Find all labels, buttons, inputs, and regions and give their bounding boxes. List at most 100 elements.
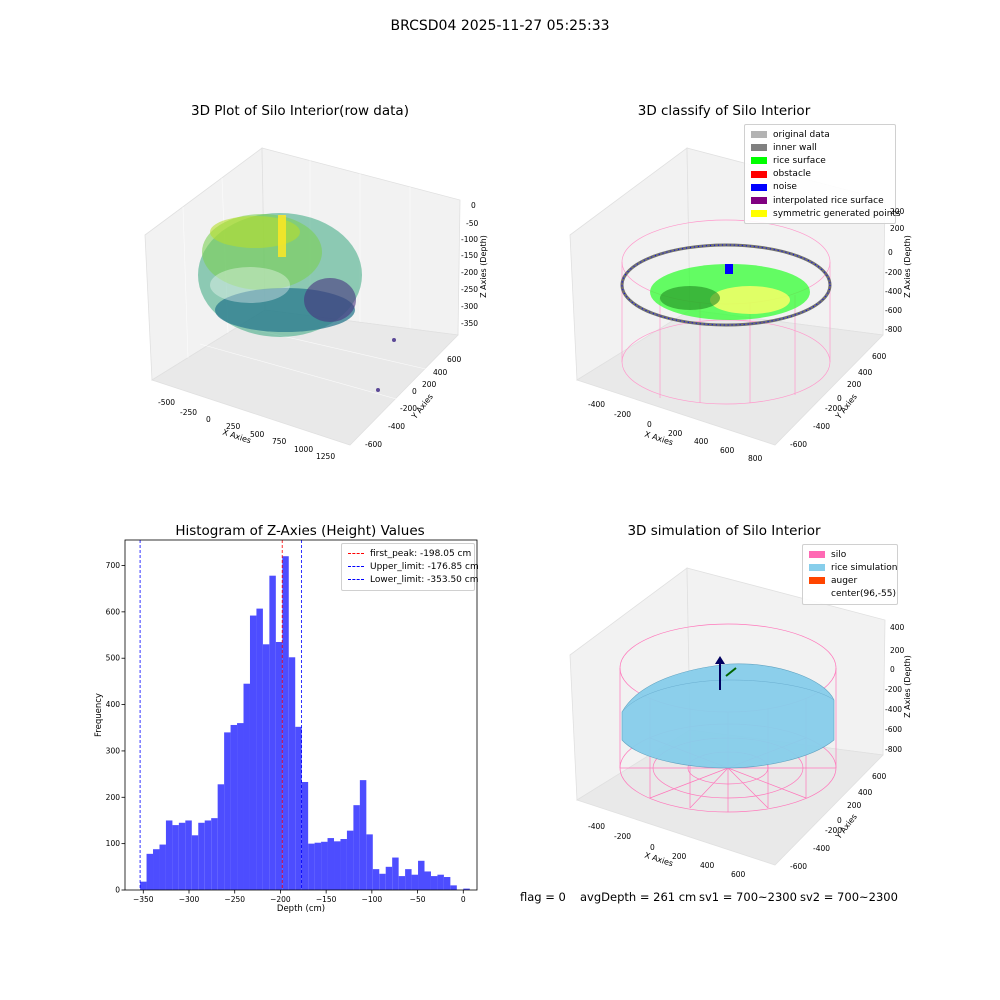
histogram-ytick-label: 100	[106, 839, 121, 848]
histogram-bar	[269, 575, 276, 890]
legend-swatch	[809, 564, 825, 572]
panel2-ztick: -400	[885, 287, 903, 296]
legend-item: rice surface	[751, 154, 889, 167]
legend-swatch	[809, 590, 825, 598]
panel1-xtick: -250	[180, 408, 198, 417]
histogram-legend: first_peak: -198.05 cm Upper_limit: -176…	[341, 543, 479, 591]
histogram-bar	[288, 657, 296, 890]
panel2-title: 3D classify of Silo Interior	[637, 103, 811, 119]
histogram-bar	[398, 876, 406, 890]
panel2-ztick: -600	[885, 306, 903, 315]
histogram-frame	[124, 539, 478, 891]
panel1-title: 3D Plot of Silo Interior(row data)	[191, 103, 409, 119]
legend-item: original data	[751, 128, 889, 141]
panel4-ytick: -400	[813, 844, 831, 853]
panel2-xtick: 400	[694, 437, 709, 446]
panel1-xtick: -500	[158, 398, 176, 407]
legend-label: Lower_limit: -353.50 cm	[370, 574, 479, 585]
histogram-bar	[392, 857, 399, 890]
panel1-ytick: 600	[447, 355, 462, 364]
panel1-xtick: 250	[226, 422, 241, 431]
legend-line	[348, 553, 364, 555]
panel1-ytick: 0	[412, 387, 417, 396]
histogram-bar	[372, 869, 380, 890]
panel1-xtick: 1000	[294, 445, 314, 454]
legend-swatch	[751, 131, 767, 139]
panel1-ztick: -250	[461, 285, 479, 294]
legend-label: symmetric generated points	[773, 208, 901, 219]
histogram-ytick-label: 600	[106, 607, 121, 616]
legend-item: symmetric generated points	[751, 207, 901, 220]
histogram-bar	[282, 556, 289, 890]
histogram-bar	[243, 683, 250, 890]
panel2-ytick: 400	[858, 368, 873, 377]
panel4-ytick: -200	[825, 826, 843, 835]
panel1-ytick: 400	[433, 368, 448, 377]
panel1-ztick: -300	[461, 302, 479, 311]
panel2-ztick: 200	[890, 207, 905, 216]
panel4-xtick: 0	[650, 843, 655, 852]
histogram-bar	[146, 853, 154, 890]
panel4-legend: silo rice simulation auger center(96,-55…	[802, 544, 898, 605]
histogram-bar	[178, 822, 186, 890]
panel1-xtick: 500	[250, 430, 265, 439]
histogram-bar	[443, 877, 451, 890]
histogram-bar	[353, 805, 360, 890]
histogram-bar	[165, 820, 173, 890]
panel4-ytick: 600	[872, 772, 887, 781]
histogram-bar	[262, 644, 270, 890]
panel3-title: Histogram of Z-Axies (Height) Values	[175, 523, 425, 539]
legend-item: auger	[809, 574, 891, 587]
legend-label: silo	[831, 549, 847, 560]
histogram-bar	[430, 876, 438, 890]
panel4-ztick: -600	[885, 725, 903, 734]
legend-item: Lower_limit: -353.50 cm	[348, 573, 478, 586]
panel2-xtick: 0	[647, 420, 652, 429]
legend-swatch	[809, 551, 825, 559]
panel2-ztick: 200	[890, 224, 905, 233]
histogram-bar	[159, 844, 166, 890]
histogram-bar	[418, 860, 425, 890]
histogram-bar	[463, 888, 470, 890]
legend-label: interpolated rice surface	[773, 195, 884, 206]
histogram-bar	[314, 842, 322, 890]
legend-swatch	[809, 577, 825, 585]
panel2-ytick: -600	[790, 440, 808, 449]
histogram-bar	[211, 818, 218, 890]
panel4-ztick: -400	[885, 705, 903, 714]
histogram-bar	[198, 822, 205, 890]
histogram-bar	[140, 881, 147, 890]
status-sv1: sv1 = 700~2300	[699, 890, 797, 904]
panel2-ytick: 0	[837, 394, 842, 403]
histogram-bar	[224, 732, 231, 890]
histogram-ytick-label: 400	[106, 700, 121, 709]
legend-item: Upper_limit: -176.85 cm	[348, 560, 479, 573]
legend-swatch	[751, 157, 767, 165]
histogram-bar	[237, 723, 244, 890]
histogram-bar	[450, 885, 457, 890]
histogram-ytick-label: 0	[115, 886, 120, 895]
histogram-bar	[249, 615, 257, 890]
histogram-bar	[411, 874, 419, 890]
panel4-ztick: 400	[890, 623, 905, 632]
panel4-xtick: 200	[672, 852, 687, 861]
panel2-xtick: 600	[720, 446, 735, 455]
panel2-ztick: -200	[885, 268, 903, 277]
histogram-bar	[191, 835, 199, 890]
legend-item: interpolated rice surface	[751, 194, 889, 207]
panel2-ztick: 0	[888, 248, 893, 257]
panel2-legend: original data inner wall rice surface ob…	[744, 124, 901, 225]
histogram-bar	[185, 820, 192, 890]
histogram-xtick-label: −350	[133, 895, 154, 904]
histogram-bar	[379, 873, 386, 890]
legend-label: original data	[773, 129, 830, 140]
legend-swatch	[751, 183, 767, 191]
panel4-zlabel: Z Axies (Depth)	[902, 655, 912, 718]
histogram-xtick-label: −150	[316, 895, 337, 904]
legend-label: rice simulation	[831, 562, 898, 573]
legend-item: obstacle	[751, 168, 889, 181]
histogram-bar	[153, 849, 160, 890]
panel1-ztick: -200	[461, 268, 479, 277]
histogram-xtick-label: −250	[224, 895, 245, 904]
